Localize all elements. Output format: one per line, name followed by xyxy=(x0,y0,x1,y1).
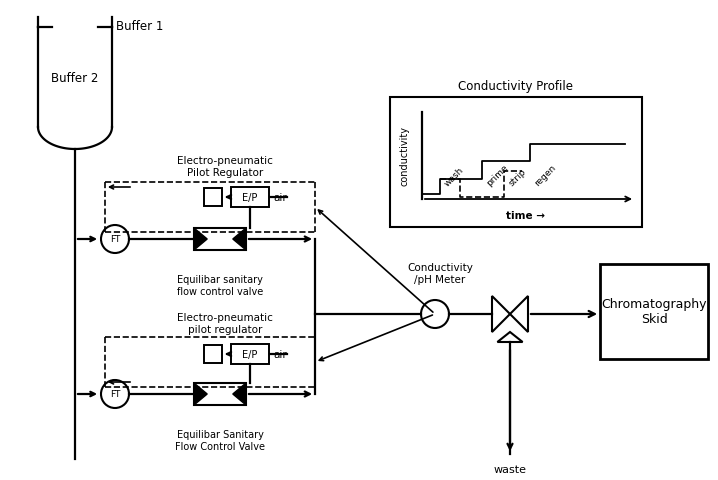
Text: Equilibar Sanitary
Flow Control Valve: Equilibar Sanitary Flow Control Valve xyxy=(175,429,265,451)
Text: Chromatography
Skid: Chromatography Skid xyxy=(601,298,707,326)
Bar xyxy=(231,188,269,207)
Polygon shape xyxy=(233,383,246,405)
Text: Conductivity Profile: Conductivity Profile xyxy=(459,80,574,93)
Text: E/P: E/P xyxy=(242,349,258,359)
Text: regen: regen xyxy=(533,163,558,188)
Text: FT: FT xyxy=(110,235,120,244)
Polygon shape xyxy=(194,228,208,251)
Text: Electro-pneumatic
pilot regulator: Electro-pneumatic pilot regulator xyxy=(177,313,273,334)
Circle shape xyxy=(101,380,129,408)
Bar xyxy=(194,383,246,405)
Bar xyxy=(231,344,269,364)
Text: conductivity: conductivity xyxy=(399,126,409,186)
Text: waste: waste xyxy=(493,464,526,474)
Text: time →: time → xyxy=(506,211,546,220)
Polygon shape xyxy=(492,296,510,332)
Polygon shape xyxy=(233,228,246,251)
Text: strip: strip xyxy=(507,167,528,188)
Circle shape xyxy=(101,226,129,253)
Bar xyxy=(204,345,222,363)
Polygon shape xyxy=(498,332,523,342)
Text: FT: FT xyxy=(110,390,120,399)
Text: air: air xyxy=(273,349,286,359)
Circle shape xyxy=(421,300,449,328)
Text: wash: wash xyxy=(443,165,466,188)
Bar xyxy=(194,228,246,251)
Text: Buffer 2: Buffer 2 xyxy=(51,72,98,84)
Text: Electro-pneumatic
Pilot Regulator: Electro-pneumatic Pilot Regulator xyxy=(177,156,273,178)
Text: Conductivity
/pH Meter: Conductivity /pH Meter xyxy=(407,263,473,285)
Polygon shape xyxy=(194,383,208,405)
Text: air: air xyxy=(273,192,286,203)
Bar xyxy=(390,98,642,228)
Bar xyxy=(600,264,708,359)
Text: Buffer 1: Buffer 1 xyxy=(116,20,164,33)
Text: prime: prime xyxy=(485,163,510,188)
Bar xyxy=(204,189,222,206)
Polygon shape xyxy=(510,296,528,332)
Text: Equilibar sanitary
flow control valve: Equilibar sanitary flow control valve xyxy=(177,275,263,296)
Text: E/P: E/P xyxy=(242,192,258,203)
